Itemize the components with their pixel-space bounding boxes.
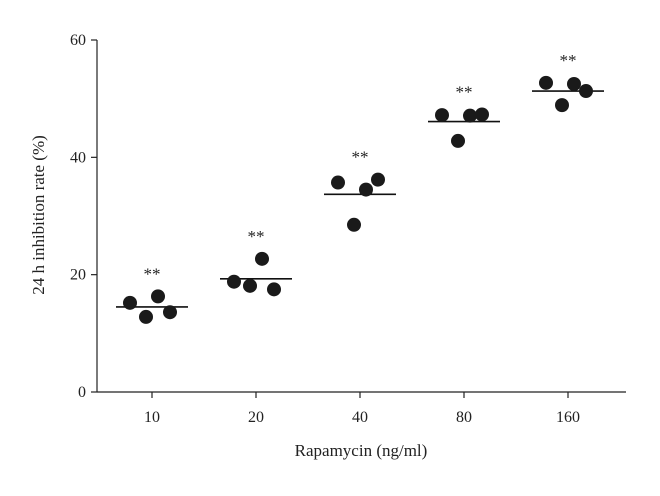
data-point [555,98,569,113]
significance-marker: ** [560,51,577,70]
data-point [475,107,489,122]
y-tick-label: 40 [70,149,86,166]
data-point [371,172,385,187]
axes: 0 20 40 60 10 20 40 80 160 [70,32,626,426]
data-point [435,108,449,123]
data-point [163,305,177,320]
significance-marker: ** [456,83,473,102]
x-tick-label: 40 [352,409,368,426]
y-axis-title: 24 h inhibition rate (%) [29,135,48,295]
x-tick-label: 160 [556,409,580,426]
significance-marker: ** [248,227,265,246]
data-point [151,289,165,304]
significance-marker: ** [144,264,161,283]
x-tick-label: 20 [248,409,264,426]
data-point [347,217,361,232]
data-point [267,282,281,297]
data-point [123,295,137,310]
data-point [139,309,153,324]
data-point [331,175,345,190]
marks: ** ** ** ** ** [116,51,604,324]
data-point [227,274,241,289]
data-point [539,75,553,90]
data-point [243,278,257,293]
data-point [451,133,465,148]
x-axis-title: Rapamycin (ng/ml) [295,441,428,460]
x-tick-label: 80 [456,409,472,426]
data-point [359,182,373,197]
x-tick-label: 10 [144,409,160,426]
y-tick-label: 20 [70,267,86,284]
data-point [255,251,269,266]
data-point [579,84,593,99]
data-point [463,108,477,123]
significance-marker: ** [352,148,369,167]
y-tick-label: 60 [70,32,86,49]
y-tick-label: 0 [78,384,86,401]
data-point [567,77,581,91]
